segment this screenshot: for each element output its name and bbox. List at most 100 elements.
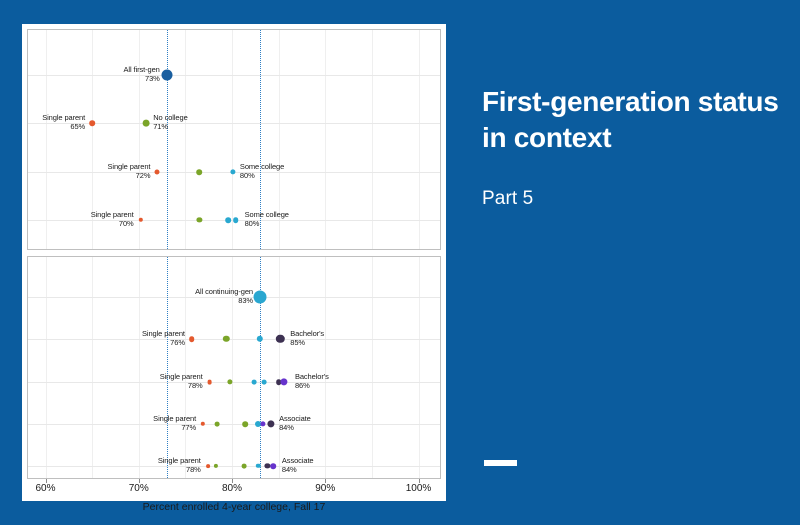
point-label-value: 84% (281, 465, 297, 474)
data-point-associate-1-green[interactable] (214, 421, 220, 427)
point-label-name: Single parent (157, 455, 201, 465)
point-label-no-college: Single parent 65% (42, 113, 85, 131)
vertical-gridline (278, 257, 280, 478)
horizontal-gridline (28, 339, 440, 340)
data-point-bachelors-1-green[interactable] (223, 335, 230, 343)
data-point-associate-1-green[interactable] (242, 421, 248, 427)
vertical-gridline (45, 257, 47, 478)
data-point-all-continuing-gen-teal[interactable] (253, 290, 267, 304)
vertical-gridline (185, 257, 187, 478)
vertical-gridline (232, 257, 233, 478)
data-point-bachelors-1-orange[interactable] (189, 336, 195, 342)
data-point-associate-2-purple[interactable] (270, 463, 276, 469)
data-point-associate-2-green[interactable] (241, 463, 247, 469)
axis-tick (325, 479, 327, 483)
data-point-associate-2-green[interactable] (214, 463, 219, 469)
chart-panel-first-gen: All first-gen 73% Single parent 65% No colle… (27, 29, 441, 250)
reference-line-83 (259, 30, 261, 249)
horizontal-gridline (28, 382, 440, 383)
point-label-value: 80% (239, 171, 255, 180)
reference-line-83 (259, 257, 261, 478)
axis-tick-label: 100% (405, 483, 432, 494)
point-label-value: 65% (70, 122, 86, 131)
vertical-gridline (138, 257, 140, 478)
data-point-associate-2-orange[interactable] (205, 464, 210, 468)
point-label-value: 86% (294, 381, 310, 390)
point-label-name: All first-gen (123, 64, 160, 74)
data-point-bachelors-2-orange[interactable] (207, 379, 213, 385)
data-point-associate-1-orange[interactable] (200, 421, 206, 427)
data-point-associate-1-blue[interactable] (255, 421, 262, 427)
point-label-name: Bachelor's (294, 371, 329, 381)
vertical-gridline (325, 30, 327, 249)
data-point-some-college-2-blue[interactable] (225, 217, 232, 223)
reference-line-73 (166, 257, 168, 478)
point-label-value: 85% (290, 338, 305, 347)
vertical-gridline (325, 257, 327, 478)
point-label-name: Bachelor's (290, 328, 325, 338)
point-label-name: No college (153, 112, 188, 122)
axis-tick-label: 90% (315, 483, 336, 494)
point-label-no-college: No college 71% (153, 112, 188, 131)
point-label-name: Single parent (107, 161, 151, 171)
data-point-bachelors-1-blue[interactable] (256, 335, 264, 343)
point-label-some-college-2: Some college 80% (245, 210, 289, 228)
vertical-gridline (92, 30, 94, 249)
plot-area-first-gen: All first-gen 73% Single parent 65% No colle… (28, 30, 440, 249)
point-label-value: 78% (187, 381, 203, 390)
point-label-value: 80% (244, 219, 260, 228)
page-subtitle: Part 5 (482, 188, 534, 209)
point-label-bachelors-2: Bachelor's 86% (295, 372, 329, 390)
data-point-bachelors-1-dark_purple[interactable] (276, 334, 285, 344)
data-point-associate-1-purple[interactable] (260, 421, 266, 427)
vertical-gridline (138, 30, 140, 249)
data-point-no-college-green[interactable] (142, 119, 150, 127)
data-point-associate-2-blue[interactable] (255, 463, 261, 469)
axis-tick (232, 479, 233, 483)
data-point-some-college-2-blue[interactable] (232, 217, 239, 223)
data-point-all-first-gen-navy[interactable] (161, 69, 173, 81)
axis-tick-label: 80% (221, 483, 243, 494)
decorative-rule (484, 460, 517, 466)
point-label-bachelors-1: Single parent 76% (142, 329, 185, 347)
data-point-bachelors-2-blue[interactable] (251, 379, 257, 385)
horizontal-gridline (28, 466, 440, 467)
data-point-some-college-2-orange[interactable] (138, 217, 143, 223)
point-label-value: 78% (186, 465, 201, 474)
vertical-gridline (418, 30, 420, 249)
point-label-name: Associate (279, 413, 311, 423)
x-axis: 60% 70% 80% 90% 100% (27, 479, 441, 499)
point-label-associate-2: Single parent 78% (158, 456, 201, 474)
data-point-bachelors-2-green[interactable] (227, 379, 233, 385)
data-point-no-college-orange[interactable] (89, 120, 95, 126)
data-point-associate-1-dark_purple[interactable] (267, 420, 275, 428)
data-point-some-college-1-green[interactable] (196, 169, 203, 175)
data-point-associate-2-dark_purple[interactable] (264, 463, 271, 469)
data-point-some-college-2-green[interactable] (196, 217, 202, 223)
chart-card: All first-gen 73% Single parent 65% No colle… (22, 24, 446, 513)
data-point-some-college-1-orange[interactable] (154, 169, 160, 175)
axis-tick (45, 479, 47, 483)
vertical-gridline (185, 30, 187, 249)
axis-tick-label: 70% (128, 483, 149, 494)
horizontal-gridline (28, 424, 440, 425)
point-label-value: 76% (170, 338, 185, 347)
vertical-gridline (45, 30, 47, 249)
point-label-some-college-1: Some college 80% (240, 162, 284, 180)
data-point-bachelors-2-blue[interactable] (261, 379, 267, 385)
point-label-value: 83% (238, 296, 253, 305)
horizontal-gridline (28, 297, 440, 298)
point-label-name: Some college (244, 209, 289, 219)
point-label-name: All continuing-gen (195, 286, 253, 296)
horizontal-gridline (28, 123, 440, 124)
point-label-value: 70% (118, 219, 134, 228)
data-point-some-college-1-blue[interactable] (230, 169, 236, 175)
point-label-value: 72% (135, 171, 151, 180)
vertical-gridline (371, 257, 373, 478)
vertical-gridline (92, 257, 94, 478)
data-point-bachelors-2-purple[interactable] (280, 378, 288, 386)
point-label-name: Some college (239, 161, 285, 171)
data-point-bachelors-2-dark_purple[interactable] (275, 379, 282, 385)
point-label-name: Single parent (159, 371, 203, 381)
